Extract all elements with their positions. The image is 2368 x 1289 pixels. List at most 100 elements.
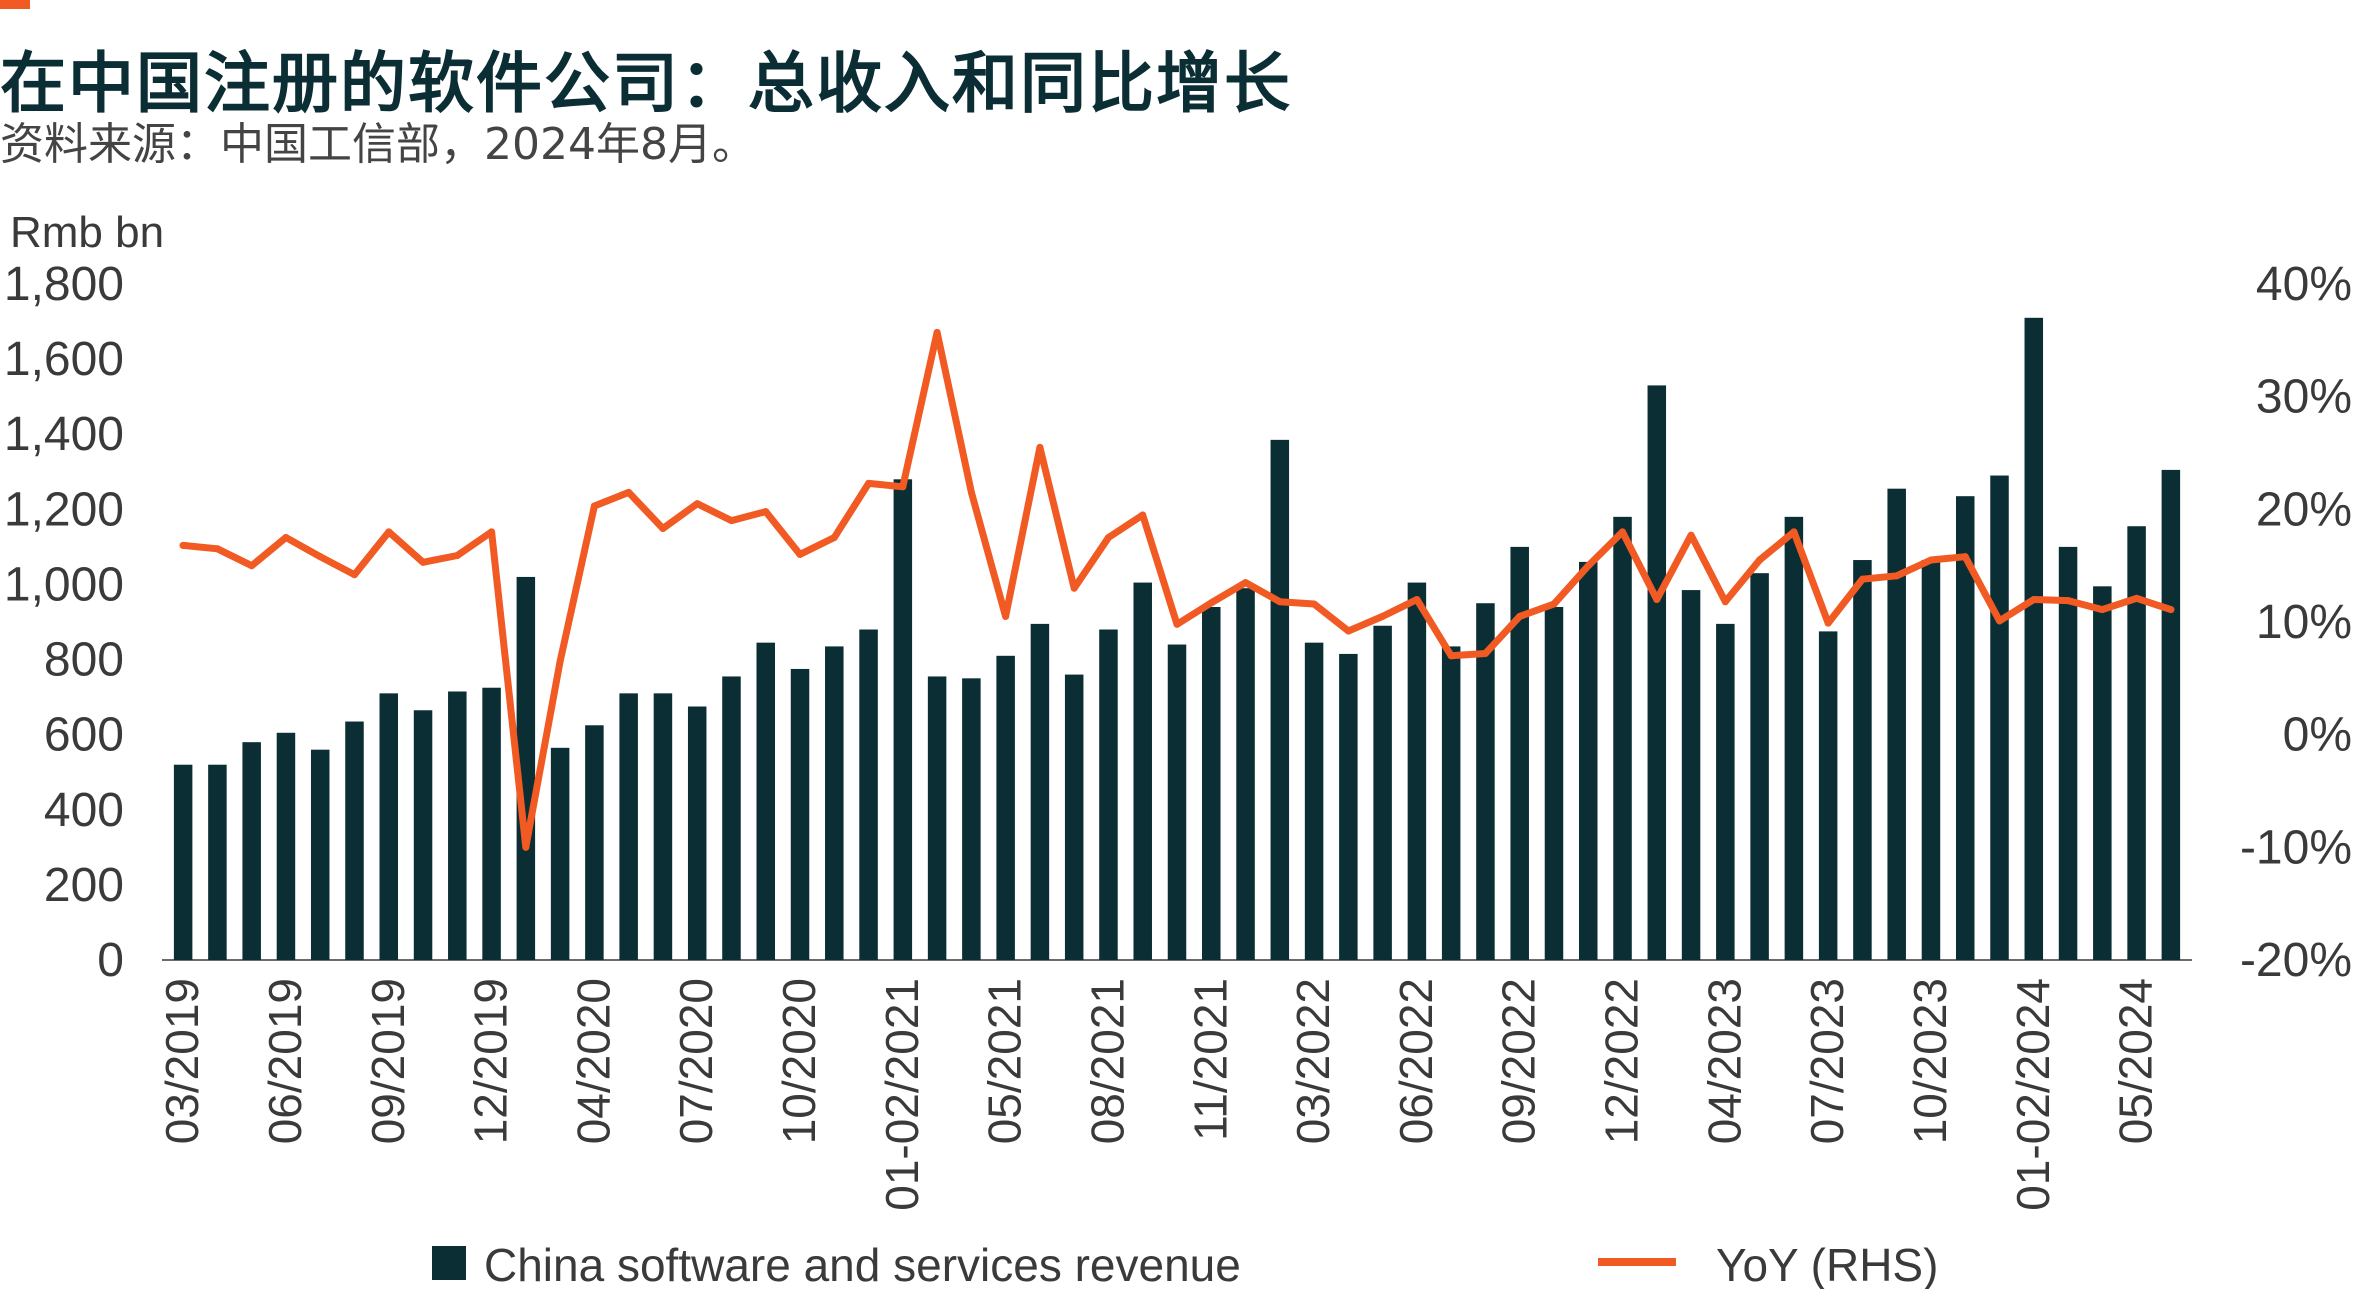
chart-title: 在中国注册的软件公司：总收入和同比增长 — [0, 45, 1292, 122]
legend: China software and services revenue YoY … — [432, 1239, 1938, 1289]
y-right-tick-label: 20% — [2256, 483, 2352, 536]
yoy-point — [1619, 528, 1627, 536]
yoy-point — [1550, 600, 1558, 608]
y-left-tick-label: 1,200 — [4, 483, 124, 536]
yoy-point — [316, 553, 324, 561]
x-tick-label: 05/2024 — [2110, 978, 2162, 1144]
legend-bar-swatch — [432, 1246, 466, 1280]
yoy-point — [350, 571, 358, 579]
yoy-point — [1413, 595, 1421, 603]
x-tick-label: 03/2022 — [1287, 978, 1339, 1144]
revenue-bar — [1441, 646, 1461, 960]
y-right-tick-label: 30% — [2256, 371, 2352, 424]
yoy-point — [693, 500, 701, 508]
yoy-point — [1207, 599, 1215, 607]
yoy-point — [1173, 620, 1181, 628]
revenue-bar — [1887, 488, 1906, 960]
x-tick-label: 07/2020 — [670, 978, 722, 1144]
revenue-bar — [208, 764, 227, 960]
y-right-tick-label: 10% — [2256, 596, 2352, 649]
yoy-point — [419, 558, 427, 566]
revenue-bar — [619, 693, 638, 960]
x-axis: 03/2019 06/2019 09/2019 12/2019 04/2020 07/20… — [156, 978, 2161, 1211]
revenue-bar — [1750, 573, 1769, 960]
revenue-bar — [1510, 546, 1529, 960]
revenue-bar — [756, 642, 775, 960]
y-right-tick-label: -10% — [2240, 821, 2352, 874]
yoy-point — [522, 843, 530, 851]
yoy-point — [1721, 598, 1729, 606]
yoy-point — [727, 517, 735, 525]
x-tick-label: 04/2020 — [567, 978, 619, 1144]
x-tick-label: 09/2019 — [362, 978, 414, 1144]
revenue-bar — [1613, 516, 1632, 960]
yoy-point — [899, 483, 907, 491]
y-left-tick-label: 1,800 — [4, 258, 124, 311]
revenue-bar — [550, 747, 570, 960]
yoy-point — [1036, 443, 1044, 451]
x-tick-label: 01-02/2021 — [876, 978, 928, 1211]
revenue-bar — [1647, 385, 1667, 960]
revenue-bar — [687, 706, 707, 960]
yoy-point — [453, 552, 461, 560]
revenue-bar — [1544, 606, 1564, 960]
revenue-bar — [2024, 317, 2044, 960]
revenue-bar — [1716, 623, 1735, 960]
yoy-point — [1276, 598, 1284, 606]
yoy-point — [1961, 553, 1969, 561]
y-left-tick-label: 400 — [44, 784, 124, 837]
revenue-bar — [379, 693, 399, 960]
revenue-bar — [1064, 674, 1084, 960]
revenue-bars — [173, 317, 2181, 960]
x-tick-label: 11/2021 — [1184, 978, 1236, 1141]
yoy-point — [2030, 595, 2038, 603]
yoy-point — [1756, 556, 1764, 564]
yoy-point — [2098, 606, 2106, 614]
yoy-point — [1858, 575, 1866, 583]
y-right-tick-label: 40% — [2256, 258, 2352, 311]
x-tick-label: 03/2019 — [156, 978, 208, 1144]
yoy-point — [282, 534, 290, 541]
x-tick-label: 06/2022 — [1390, 978, 1442, 1144]
revenue-bar — [1133, 582, 1152, 960]
x-tick-label: 04/2023 — [1698, 978, 1750, 1144]
yoy-point — [1516, 612, 1524, 620]
revenue-bar — [1579, 561, 1598, 960]
yoy-point — [1996, 617, 2004, 625]
x-tick-label: 10/2023 — [1904, 978, 1956, 1144]
revenue-bar — [276, 732, 296, 960]
x-tick-label: 06/2019 — [259, 978, 311, 1144]
yoy-point — [213, 545, 221, 553]
yoy-point — [2133, 594, 2141, 602]
yoy-point — [967, 488, 975, 496]
yoy-point — [1447, 652, 1455, 660]
yoy-point — [1310, 600, 1318, 608]
yoy-point — [865, 479, 873, 487]
revenue-bar — [1784, 516, 1804, 960]
revenue-bar — [2127, 526, 2146, 960]
yoy-point — [1070, 584, 1078, 592]
revenue-bar — [1030, 623, 1050, 960]
x-tick-label: 12/2019 — [465, 978, 517, 1144]
revenue-bar — [1339, 653, 1358, 960]
yoy-point — [796, 550, 804, 558]
revenue-bar — [893, 479, 913, 960]
y-axis-unit-label: Rmb bn — [10, 208, 164, 257]
x-tick-label: 08/2021 — [1081, 978, 1133, 1144]
revenue-bar — [448, 691, 467, 960]
title-accent-bar — [0, 0, 30, 9]
revenue-bar — [1373, 625, 1392, 960]
revenue-bar — [790, 668, 810, 960]
yoy-point — [590, 502, 598, 510]
legend-line-label: YoY (RHS) — [1716, 1239, 1938, 1289]
revenue-bar — [516, 576, 536, 960]
revenue-bar — [962, 678, 981, 960]
y-left-tick-label: 1,600 — [4, 333, 124, 386]
yoy-point — [1824, 619, 1832, 627]
yoy-line-layer — [179, 328, 2175, 851]
revenue-bar — [1476, 603, 1495, 960]
y-left-tick-label: 1,000 — [4, 558, 124, 611]
revenue-bar — [1304, 642, 1324, 960]
x-tick-label: 12/2022 — [1596, 978, 1648, 1144]
